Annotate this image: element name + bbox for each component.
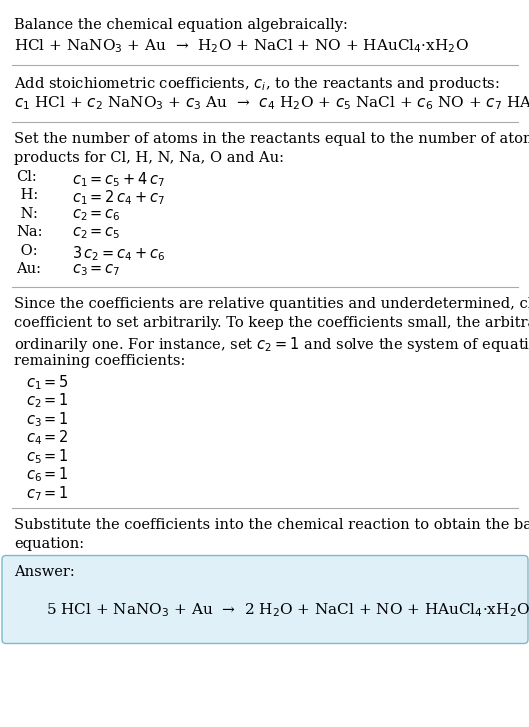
Text: Balance the chemical equation algebraically:: Balance the chemical equation algebraica… bbox=[14, 18, 348, 32]
Text: remaining coefficients:: remaining coefficients: bbox=[14, 354, 185, 368]
Text: Na:: Na: bbox=[16, 225, 42, 239]
Text: N:: N: bbox=[16, 207, 38, 221]
Text: H:: H: bbox=[16, 188, 38, 203]
Text: coefficient to set arbitrarily. To keep the coefficients small, the arbitrary va: coefficient to set arbitrarily. To keep … bbox=[14, 316, 529, 330]
Text: $c_3 = 1$: $c_3 = 1$ bbox=[26, 410, 69, 429]
Text: $c_5 = 1$: $c_5 = 1$ bbox=[26, 447, 69, 466]
Text: Substitute the coefficients into the chemical reaction to obtain the balanced: Substitute the coefficients into the che… bbox=[14, 518, 529, 532]
Text: Answer:: Answer: bbox=[14, 566, 75, 579]
Text: products for Cl, H, N, Na, O and Au:: products for Cl, H, N, Na, O and Au: bbox=[14, 151, 284, 165]
Text: Set the number of atoms in the reactants equal to the number of atoms in the: Set the number of atoms in the reactants… bbox=[14, 132, 529, 146]
Text: $3\,c_2 = c_4 + c_6$: $3\,c_2 = c_4 + c_6$ bbox=[72, 244, 166, 262]
Text: $c_6 = 1$: $c_6 = 1$ bbox=[26, 465, 69, 484]
Text: $c_1 = c_5 + 4\,c_7$: $c_1 = c_5 + 4\,c_7$ bbox=[72, 170, 165, 189]
FancyBboxPatch shape bbox=[2, 555, 528, 643]
Text: O:: O: bbox=[16, 244, 38, 258]
Text: $c_1 = 2\,c_4 + c_7$: $c_1 = 2\,c_4 + c_7$ bbox=[72, 188, 165, 207]
Text: Cl:: Cl: bbox=[16, 170, 37, 184]
Text: $c_2 = c_5$: $c_2 = c_5$ bbox=[72, 225, 121, 241]
Text: ordinarily one. For instance, set $c_2 = 1$ and solve the system of equations fo: ordinarily one. For instance, set $c_2 =… bbox=[14, 335, 529, 354]
Text: equation:: equation: bbox=[14, 537, 84, 552]
Text: $c_3 = c_7$: $c_3 = c_7$ bbox=[72, 262, 121, 278]
Text: $c_1 = 5$: $c_1 = 5$ bbox=[26, 373, 69, 392]
Text: $c_1$ HCl + $c_2$ NaNO$_3$ + $c_3$ Au  →  $c_4$ H$_2$O + $c_5$ NaCl + $c_6$ NO +: $c_1$ HCl + $c_2$ NaNO$_3$ + $c_3$ Au → … bbox=[14, 94, 529, 112]
Text: $c_4 = 2$: $c_4 = 2$ bbox=[26, 428, 69, 447]
Text: HCl + NaNO$_3$ + Au  →  H$_2$O + NaCl + NO + HAuCl$_4$·xH$_2$O: HCl + NaNO$_3$ + Au → H$_2$O + NaCl + NO… bbox=[14, 37, 469, 55]
Text: Since the coefficients are relative quantities and underdetermined, choose a: Since the coefficients are relative quan… bbox=[14, 297, 529, 311]
Text: $c_2 = c_6$: $c_2 = c_6$ bbox=[72, 207, 121, 222]
Text: Au:: Au: bbox=[16, 262, 41, 276]
Text: $c_2 = 1$: $c_2 = 1$ bbox=[26, 392, 69, 410]
Text: $c_7 = 1$: $c_7 = 1$ bbox=[26, 484, 69, 502]
Text: Add stoichiometric coefficients, $c_i$, to the reactants and products:: Add stoichiometric coefficients, $c_i$, … bbox=[14, 75, 500, 93]
Text: 5 HCl + NaNO$_3$ + Au  →  2 H$_2$O + NaCl + NO + HAuCl$_4$·xH$_2$O: 5 HCl + NaNO$_3$ + Au → 2 H$_2$O + NaCl … bbox=[46, 601, 529, 619]
